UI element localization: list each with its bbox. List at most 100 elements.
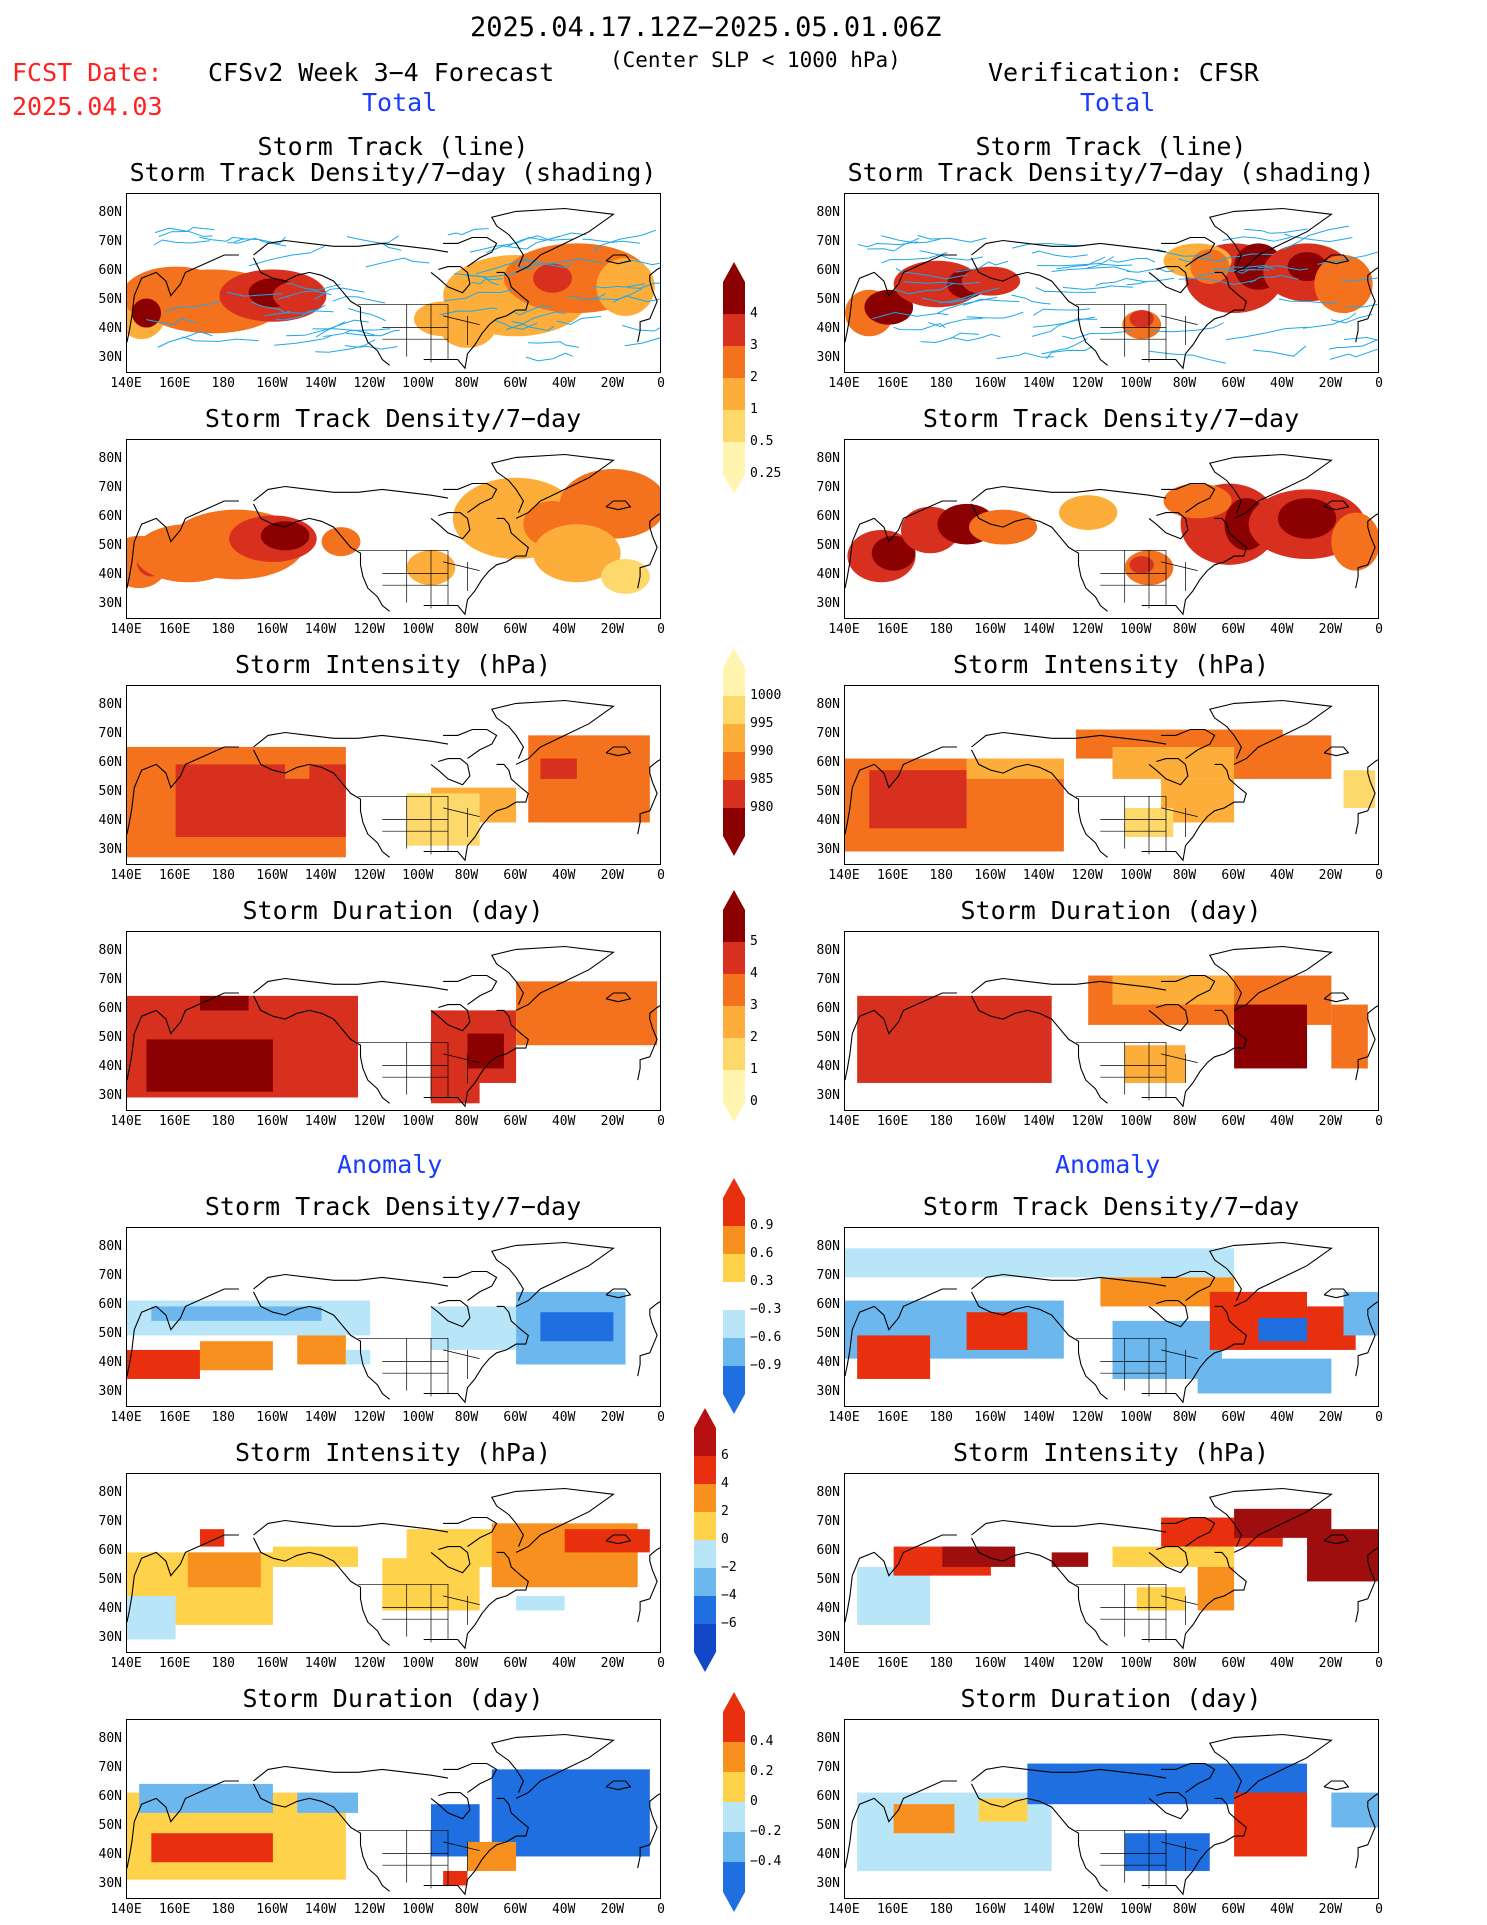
lon-tick-label: 160E: [876, 1656, 909, 1671]
lat-tick-label: 50N: [98, 292, 122, 308]
lon-tick-label: 160W: [256, 868, 288, 883]
lat-tick-label: 70N: [98, 234, 122, 250]
title-duration-anom-right: Storm Duration (day): [960, 1684, 1262, 1713]
storm-track-line: [486, 235, 561, 253]
anomaly-shading: [1124, 1833, 1210, 1871]
coastline: [605, 1288, 632, 1299]
colorbar-label: 0.4: [750, 1734, 774, 1749]
coastline: [1161, 974, 1216, 1006]
storm-track-line: [227, 291, 282, 297]
lat-tick-label: 30N: [98, 1876, 122, 1892]
lat-tick-label: 30N: [98, 1630, 122, 1646]
colorbar-label: 3: [750, 998, 758, 1013]
colorbar-segment: [723, 1742, 745, 1772]
lat-tick-label: 40N: [816, 1059, 840, 1075]
coastline: [1323, 992, 1350, 1003]
storm-track-line: [1109, 257, 1156, 263]
storm-track-line: [528, 341, 579, 348]
lat-tick-label: 80N: [98, 697, 122, 713]
coastline: [1161, 482, 1216, 514]
map-duration-anomaly-verification: [844, 1719, 1379, 1899]
storm-track-line: [1302, 312, 1357, 329]
storm-track-line: [517, 259, 573, 269]
title-track-shading-left: Storm Track Density/7−day (shading): [129, 158, 657, 187]
anomaly-shading: [942, 1546, 1016, 1567]
lon-tick-label: 160E: [876, 622, 909, 637]
lon-tick-label: 140W: [304, 1410, 337, 1425]
storm-track-line: [1225, 326, 1308, 341]
lat-tick-label: 70N: [816, 726, 840, 742]
lat-tick-label: 50N: [98, 538, 122, 554]
title-intensity-left: Storm Intensity (hPa): [234, 650, 552, 679]
storm-track-line: [157, 331, 213, 348]
map-density-anomaly-forecast: [126, 1227, 661, 1407]
density-shading: [1314, 254, 1373, 314]
lat-tick-label: 50N: [98, 1818, 122, 1834]
lat-tick-label: 70N: [98, 1760, 122, 1776]
lat-tick-label: 60N: [98, 1789, 122, 1805]
lon-tick-label: 80W: [1172, 1114, 1197, 1129]
coastline: [127, 500, 239, 589]
coastline: [127, 746, 239, 835]
lon-tick-label: 80W: [454, 1902, 479, 1917]
storm-track-line: [1257, 265, 1308, 271]
storm-track-line: [1087, 263, 1133, 269]
colorbar-arrow-bottom: [694, 1652, 716, 1672]
lon-tick-label: 160W: [256, 1656, 288, 1671]
colorbar-segment: [723, 1772, 745, 1802]
anomaly-shading: [516, 1595, 565, 1611]
coastline: [1208, 207, 1333, 273]
coastline: [1141, 517, 1247, 616]
colorbar-segment: [723, 314, 745, 346]
lon-tick-label: 120W: [1071, 376, 1103, 391]
coastline: [253, 749, 390, 858]
grid-shading: [1112, 746, 1259, 779]
colorbar-segment: [723, 346, 745, 378]
lat-tick-label: 30N: [816, 350, 840, 366]
grid-shading: [528, 735, 650, 823]
density-shading: [260, 521, 310, 551]
coastline: [430, 1004, 471, 1032]
coastline: [1161, 728, 1216, 760]
colorbar-label: 980: [750, 800, 774, 815]
storm-track-line: [1035, 287, 1097, 293]
lon-tick-label: 180: [211, 376, 236, 391]
lon-tick-label: 160E: [158, 868, 191, 883]
anomaly-shading: [151, 1833, 273, 1863]
colorbar-segment: [723, 1802, 745, 1832]
colorbar-segment: [723, 1282, 745, 1310]
state-border: [1161, 1053, 1198, 1063]
storm-track-line: [181, 336, 259, 342]
anomaly-shading: [1051, 1552, 1089, 1567]
lon-tick-label: 140W: [1022, 1902, 1055, 1917]
coastline: [127, 1780, 239, 1869]
colorbar-label: −6: [721, 1616, 737, 1631]
storm-track-line: [248, 245, 325, 267]
storm-track-line: [867, 237, 920, 252]
lat-tick-label: 60N: [816, 1789, 840, 1805]
colorbar-segment: [723, 1366, 745, 1394]
colorbar-intensity: 1000 995 990 985 980: [722, 648, 781, 860]
storm-track-line: [1346, 303, 1378, 308]
lon-tick-label: 80W: [1172, 376, 1197, 391]
lat-tick-label: 40N: [98, 1355, 122, 1371]
lon-tick-label: 20W: [1318, 1410, 1343, 1425]
lon-tick-label: 80W: [454, 376, 479, 391]
lon-tick-label: 0: [1375, 868, 1383, 883]
grid-shading: [857, 995, 1052, 1083]
lat-tick-label: 70N: [816, 1760, 840, 1776]
coastline: [1161, 1762, 1216, 1794]
coastline: [605, 992, 632, 1003]
colorbar-arrow-top: [723, 648, 745, 668]
lon-tick-label: 60W: [1221, 1410, 1245, 1425]
lat-tick-label: 80N: [816, 1731, 840, 1747]
colorbar-label: 1: [750, 1062, 758, 1077]
storm-track-line: [1178, 277, 1257, 286]
colorbar-label: −2: [721, 1560, 737, 1575]
colorbar-segment: [723, 942, 745, 974]
coastline: [1208, 699, 1333, 765]
lon-tick-label: 40W: [551, 622, 576, 637]
storm-track-line: [624, 337, 660, 347]
colorbar-label: −0.4: [750, 1854, 782, 1869]
colorbar-label: 3: [750, 338, 758, 353]
